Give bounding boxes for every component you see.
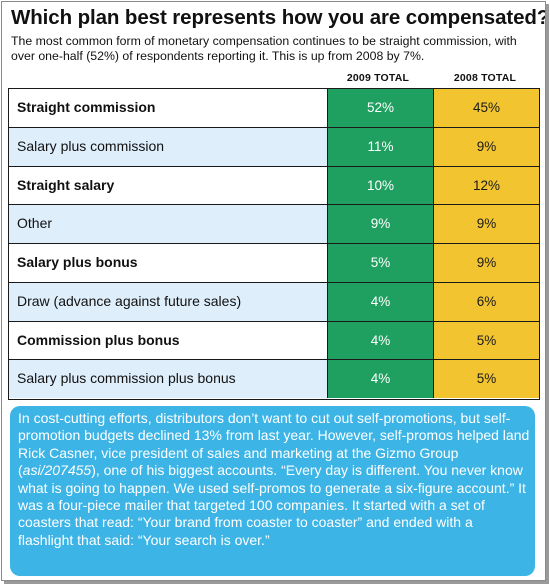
cell-2009-total: 5% [327,244,434,282]
column-header-2008: 2008 TOTAL [453,72,517,84]
callout-text-part-2: ), one of his biggest accounts. “Every d… [18,462,526,548]
row-label: Straight salary [17,176,115,193]
row-label: Salary plus commission [17,137,165,154]
row-label: Salary plus commission plus bonus [17,370,236,387]
callout-box: In cost-cutting efforts, distributors do… [10,406,535,576]
table-row: Other 9% 9% [9,205,539,244]
table-row: Straight commission 52% 45% [9,89,539,128]
cell-2008-total: 5% [434,321,539,360]
cell-2008-total: 5% [434,360,539,398]
callout-text-part-1: In cost-cutting efforts, distributors do… [18,410,530,479]
cell-2008-total: 6% [434,282,539,321]
chart-title: Which plan best represents how you are c… [11,6,546,29]
cell-2009-total: 4% [327,360,434,398]
table-row: Salary plus commission 11% 9% [9,127,539,167]
row-label: Straight commission [17,99,156,115]
cell-2008-total: 9% [434,244,539,282]
table-row: Commission plus bonus 4% 5% [9,321,539,361]
column-header-2009: 2009 TOTAL [346,72,410,84]
row-label: Salary plus bonus [17,254,138,270]
cell-2009-total: 9% [327,205,434,243]
cell-2009-total: 4% [327,321,434,360]
cell-2008-total: 9% [434,127,539,166]
cell-2009-total: 11% [327,127,434,166]
cell-2009-total: 4% [327,282,434,321]
cell-2008-total: 45% [434,89,539,127]
row-label: Commission plus bonus [17,331,180,348]
cell-2008-total: 12% [434,166,539,205]
callout-text: In cost-cutting efforts, distributors do… [18,410,530,549]
cell-2008-total: 9% [434,205,539,243]
row-label: Other [17,215,53,232]
chart-subtitle: The most common form of monetary compens… [11,34,517,63]
table-row: Straight salary 10% 12% [9,166,539,206]
table-row: Draw (advance against future sales) 4% 6% [9,282,539,322]
table-row: Salary plus commission plus bonus 4% 5% [9,360,539,398]
table-row: Salary plus bonus 5% 9% [9,244,539,283]
cell-2009-total: 10% [327,166,434,205]
cell-2009-total: 52% [327,89,434,127]
callout-text-italic: asi/207455 [22,462,92,479]
compensation-table: Straight commission 52% 45% Salary plus com… [8,88,540,400]
row-label: Draw (advance against future sales) [17,292,242,309]
